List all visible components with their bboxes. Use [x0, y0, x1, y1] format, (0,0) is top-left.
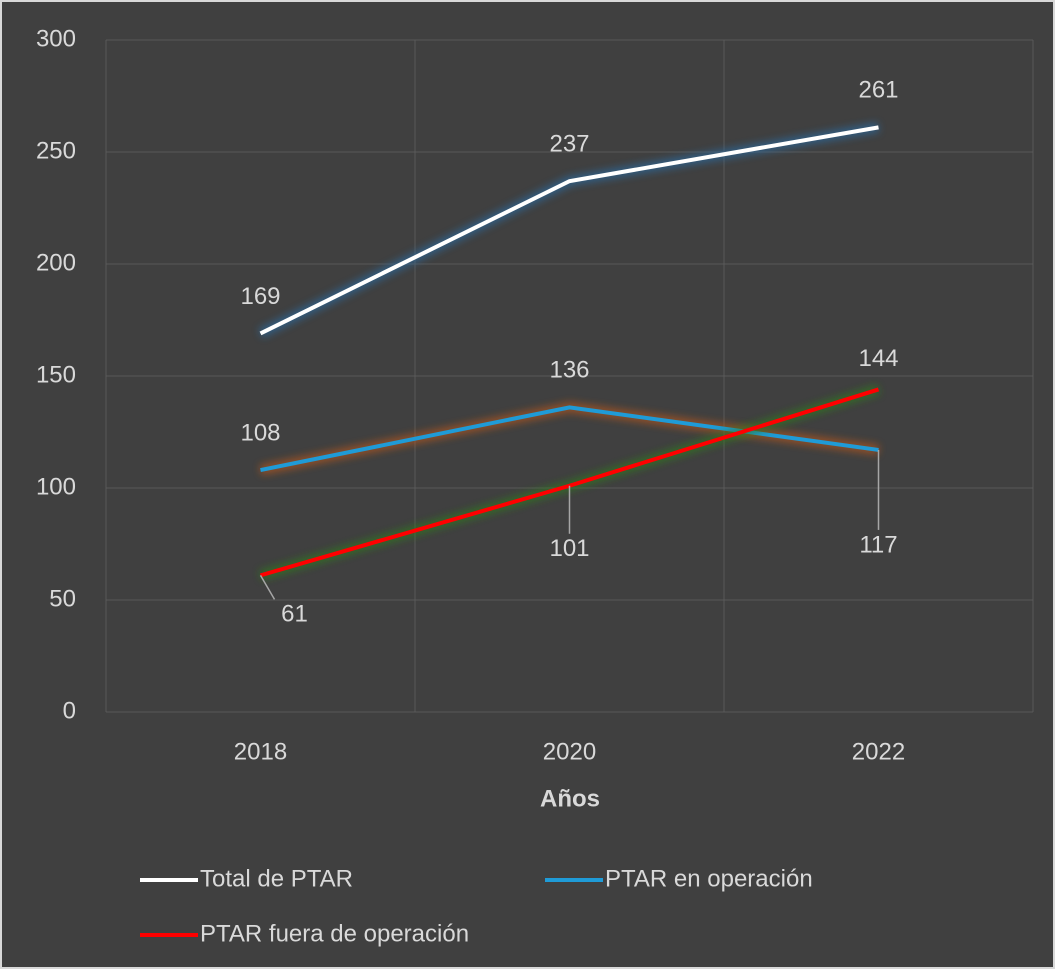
- x-tick-label: 2022: [852, 738, 905, 765]
- data-label: 237: [549, 130, 589, 157]
- y-tick-label: 0: [63, 697, 76, 724]
- y-tick-label: 100: [36, 473, 76, 500]
- legend-label: PTAR en operación: [605, 865, 813, 892]
- x-tick-label: 2018: [234, 738, 287, 765]
- data-label: 169: [240, 283, 280, 310]
- x-axis-title: Años: [540, 785, 600, 812]
- data-label: 101: [549, 535, 589, 562]
- data-label: 61: [281, 601, 308, 628]
- y-tick-label: 50: [49, 585, 76, 612]
- line: [259, 125, 879, 336]
- x-tick-label: 2020: [543, 738, 596, 765]
- data-label: 261: [858, 77, 898, 104]
- y-tick-label: 250: [36, 137, 76, 164]
- data-label: 117: [859, 531, 897, 558]
- y-tick-label: 300: [36, 25, 76, 52]
- legend-label: PTAR fuera de operación: [200, 920, 469, 947]
- data-label: 136: [549, 357, 589, 384]
- y-tick-label: 150: [36, 361, 76, 388]
- data-label: 144: [858, 345, 898, 372]
- leader-line: [259, 574, 276, 600]
- data-label: 108: [240, 419, 280, 446]
- legend-label: Total de PTAR: [200, 865, 353, 892]
- line: [260, 405, 879, 473]
- y-tick-label: 200: [36, 249, 76, 276]
